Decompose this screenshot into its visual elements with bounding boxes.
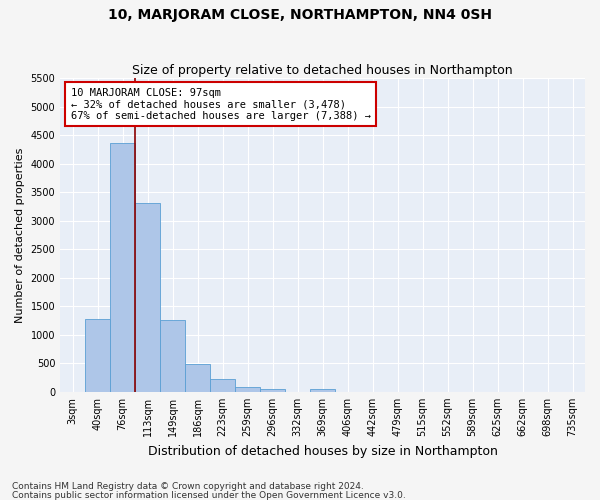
Bar — [235, 386, 260, 392]
Bar — [260, 388, 285, 392]
Bar — [135, 203, 160, 392]
Bar — [110, 143, 135, 392]
Title: Size of property relative to detached houses in Northampton: Size of property relative to detached ho… — [132, 64, 513, 77]
Text: Contains HM Land Registry data © Crown copyright and database right 2024.: Contains HM Land Registry data © Crown c… — [12, 482, 364, 491]
Bar — [85, 320, 110, 392]
Bar — [210, 380, 235, 392]
X-axis label: Distribution of detached houses by size in Northampton: Distribution of detached houses by size … — [148, 444, 497, 458]
Text: Contains public sector information licensed under the Open Government Licence v3: Contains public sector information licen… — [12, 490, 406, 500]
Text: 10, MARJORAM CLOSE, NORTHAMPTON, NN4 0SH: 10, MARJORAM CLOSE, NORTHAMPTON, NN4 0SH — [108, 8, 492, 22]
Bar — [310, 388, 335, 392]
Text: 10 MARJORAM CLOSE: 97sqm
← 32% of detached houses are smaller (3,478)
67% of sem: 10 MARJORAM CLOSE: 97sqm ← 32% of detach… — [71, 88, 371, 121]
Bar — [160, 320, 185, 392]
Bar — [185, 364, 210, 392]
Y-axis label: Number of detached properties: Number of detached properties — [15, 148, 25, 322]
